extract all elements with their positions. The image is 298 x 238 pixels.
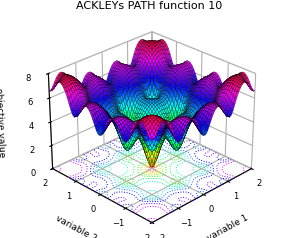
Title: ACKLEYs PATH function 10: ACKLEYs PATH function 10 — [76, 1, 222, 11]
Y-axis label: variable 2: variable 2 — [55, 213, 98, 238]
X-axis label: variable 1: variable 1 — [206, 213, 250, 238]
